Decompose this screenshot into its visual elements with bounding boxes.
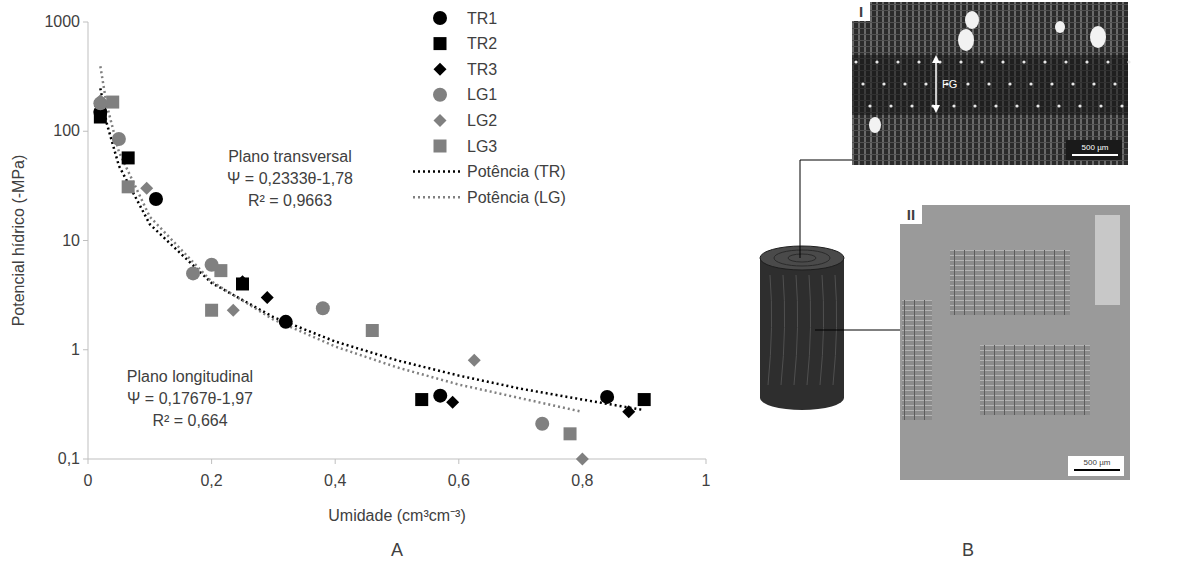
data-point — [564, 427, 577, 440]
plot-area — [93, 66, 650, 465]
annotation: Plano longitudinal — [127, 368, 253, 385]
y-tick — [83, 22, 88, 23]
data-point — [214, 264, 227, 277]
x-tick-label: 1 — [702, 472, 711, 489]
data-point — [366, 324, 379, 337]
legend-label: TR1 — [467, 10, 497, 27]
wood-cylinder — [760, 246, 844, 410]
y-tick-label: 0,1 — [58, 450, 80, 467]
x-tick — [335, 459, 336, 464]
image-label: I — [859, 3, 863, 20]
legend-label: TR3 — [467, 61, 497, 78]
legend-label: Potência (TR) — [467, 163, 566, 180]
x-tick — [88, 459, 89, 464]
x-axis — [88, 459, 706, 460]
data-point — [122, 151, 135, 164]
x-tick-label: 0 — [84, 472, 93, 489]
data-point — [600, 390, 614, 404]
legend-label: TR2 — [467, 35, 497, 52]
data-point — [236, 275, 249, 288]
legend-label: Potência (LG) — [467, 189, 566, 206]
legend-swatch — [434, 63, 447, 76]
x-tick-label: 0,4 — [324, 472, 346, 489]
scale-bar-label: 500 µm — [1082, 143, 1109, 152]
arrow-head — [932, 105, 940, 113]
micrograph-longitudinal: II 500 µm — [900, 205, 1130, 480]
x-axis-title: Umidade (cm³cm⁻³) — [328, 507, 465, 524]
data-point — [446, 396, 459, 409]
legend-label: LG3 — [467, 138, 497, 155]
x-tick-label: 0,6 — [448, 472, 470, 489]
data-point — [279, 315, 293, 329]
image-annotation: FG — [942, 78, 957, 90]
data-point — [227, 304, 240, 317]
scale-bar — [1072, 154, 1118, 156]
legend-swatch — [434, 140, 447, 153]
y-tick — [83, 131, 88, 132]
annotation: R² = 0,664 — [152, 412, 227, 429]
connector — [800, 160, 852, 258]
data-point — [261, 291, 274, 304]
image-label: II — [907, 206, 915, 223]
annotation: Plano transversal — [228, 148, 352, 165]
data-point — [94, 94, 107, 107]
data-point — [205, 304, 218, 317]
y-tick-label: 100 — [53, 122, 80, 139]
scale-bar-label: 500 µm — [1084, 458, 1111, 467]
arrow-head — [932, 55, 940, 63]
data-point — [622, 405, 635, 418]
y-tick — [83, 459, 88, 460]
legend-swatch — [413, 170, 462, 173]
arrow — [935, 58, 937, 110]
legend-swatch — [433, 88, 447, 102]
data-point — [112, 132, 126, 146]
data-point — [576, 453, 589, 466]
x-tick-label: 0,8 — [571, 472, 593, 489]
data-point — [149, 192, 163, 206]
y-tick-label: 10 — [62, 232, 80, 249]
x-tick-label: 0,2 — [200, 472, 222, 489]
y-tick — [83, 240, 88, 241]
data-point — [140, 182, 153, 195]
micrograph-transversal: I FG 500 µm — [852, 2, 1131, 165]
annotation: Ψ = 0,1767θ-1,97 — [127, 390, 253, 407]
legend-swatch — [434, 37, 447, 50]
panel-label: B — [962, 540, 974, 560]
legend-swatch — [413, 196, 462, 199]
data-point — [122, 180, 135, 193]
data-point — [535, 417, 549, 431]
y-tick-label: 1000 — [44, 13, 80, 30]
data-point — [468, 354, 481, 367]
data-point — [316, 301, 330, 315]
fit-line — [100, 66, 582, 412]
y-axis-title: Potencial hídrico (-MPa) — [10, 155, 27, 327]
legend-label: LG1 — [467, 86, 497, 103]
x-tick — [211, 459, 212, 464]
annotation: R² = 0,9663 — [248, 192, 332, 209]
legend-label: LG2 — [467, 112, 497, 129]
figure: 0,1 1 10 100 1000 0 0,2 0,4 0,6 0,8 1 Umidade (cm³c… — [0, 0, 1178, 566]
x-tick — [706, 459, 707, 464]
data-point — [106, 96, 119, 109]
legend: TR1 TR2 TR3 LG1 LG2 LG3 Potência (TR) Potência … — [413, 10, 566, 206]
y-tick-label: 1 — [71, 341, 80, 358]
legend-swatch — [434, 114, 447, 127]
y-tick — [83, 349, 88, 350]
x-tick — [458, 459, 459, 464]
legend-swatch — [433, 11, 447, 25]
scale-bar — [1074, 469, 1120, 471]
data-point — [638, 393, 651, 406]
data-point — [433, 389, 447, 403]
data-point — [415, 393, 428, 406]
panel-label: A — [391, 540, 403, 560]
connector — [815, 330, 900, 331]
data-point — [186, 266, 200, 280]
annotation: Ψ = 0,2333θ-1,78 — [227, 170, 353, 187]
